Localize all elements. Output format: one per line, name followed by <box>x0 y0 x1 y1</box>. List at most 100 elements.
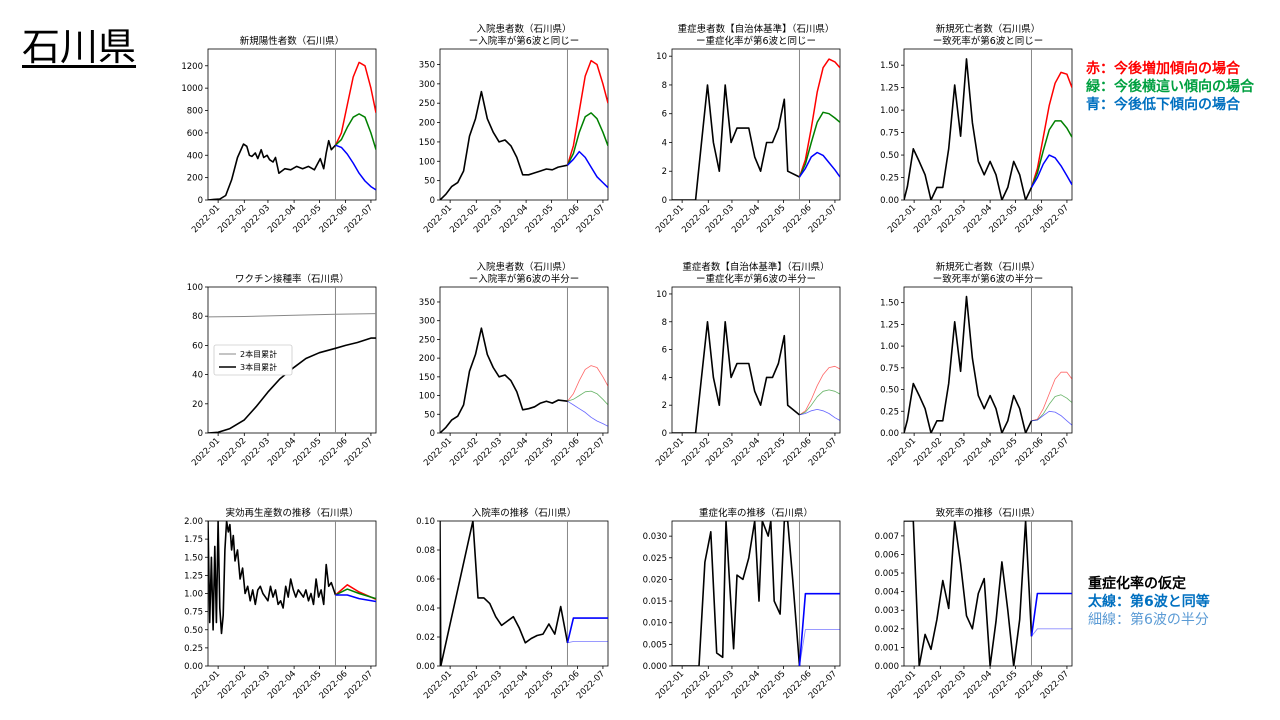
series-increase-line <box>566 59 608 166</box>
chart-panel-c8: 新規死亡者数（石川県）ー致死率が第6波の半分ー 0.00 0.25 0.50 0.75 1… <box>880 261 1073 468</box>
y-tick-label: 0.75 <box>184 608 203 618</box>
plot-area <box>904 58 1072 200</box>
series-flat-line <box>567 390 608 406</box>
series-flat-line <box>1030 120 1072 188</box>
chart-subtitle: ー入院率が第6波の半分ー <box>469 273 580 285</box>
y-tick-label: 1.50 <box>184 553 203 563</box>
plot-frame <box>439 48 609 201</box>
chart-title: 新規死亡者数（石川県） <box>936 261 1041 273</box>
y-tick-label: 0.75 <box>880 129 899 139</box>
y-tick-label: 0.00 <box>880 429 899 439</box>
series-half-of-6th-wave-line <box>567 640 608 644</box>
plot-area <box>208 521 376 635</box>
y-tick-label: 0.25 <box>880 407 899 417</box>
chart-title: 新規陽性者数（石川県） <box>240 35 345 47</box>
y-tick-label: 0.020 <box>643 575 667 585</box>
y-tick-label: 0.002 <box>875 625 899 635</box>
x-tick-label: 2022-07 <box>1039 436 1071 468</box>
y-tick-label: 1.50 <box>880 299 899 309</box>
plot-area <box>904 295 1072 433</box>
series-observed-line <box>904 295 1033 433</box>
y-tick-label: 0.000 <box>875 662 899 672</box>
y-tick-label: 0.003 <box>875 606 899 616</box>
y-tick-label: 150 <box>419 138 435 148</box>
y-tick-label: 0.50 <box>880 151 899 161</box>
y-tick-label: 0.06 <box>416 575 435 585</box>
y-tick-label: 0 <box>198 196 203 206</box>
series-same-as-6th-wave-line <box>1030 592 1072 637</box>
y-tick-label: 200 <box>187 174 203 184</box>
y-tick-label: 2 <box>662 167 667 177</box>
y-tick-label: 0.005 <box>875 569 899 579</box>
y-tick-label: 0.030 <box>643 532 667 542</box>
y-tick-label: 10 <box>656 52 667 62</box>
y-tick-label: 0 <box>430 429 435 439</box>
y-tick-label: 6 <box>662 110 667 120</box>
chart-panel-c12: 致死率の推移（石川県） 0.000 0.001 0.002 0.003 0.004 0.00… <box>875 507 1073 701</box>
plot-area <box>672 320 840 433</box>
y-tick-label: 0.00 <box>416 662 435 672</box>
x-tick-label: 2022-07 <box>807 669 839 701</box>
y-tick-label: 0 <box>430 196 435 206</box>
series-increase-line <box>1030 71 1072 188</box>
y-tick-label: 350 <box>419 298 435 308</box>
y-tick-label: 0.75 <box>880 364 899 374</box>
plot-area <box>904 521 1072 666</box>
y-tick-label: 0.006 <box>875 550 899 560</box>
plot-frame <box>439 286 609 434</box>
y-tick-label: 40 <box>192 371 203 381</box>
y-tick-label: 250 <box>419 99 435 109</box>
y-tick-label: 4 <box>662 138 667 148</box>
chart-subtitle: ー致死率が第6波の半分ー <box>933 273 1044 285</box>
chart-title: ワクチン接種率（石川県） <box>235 273 349 285</box>
plot-area <box>208 61 376 200</box>
y-tick-label: 350 <box>419 60 435 70</box>
chart-panel-c10: 入院率の推移（石川県） 0.00 0.02 0.04 0.06 0.08 0.10 2022-… <box>416 507 609 701</box>
plot-frame <box>671 48 841 201</box>
y-tick-label: 300 <box>419 317 435 327</box>
series-dose2-line <box>208 313 376 318</box>
y-tick-label: 100 <box>419 157 435 167</box>
y-tick-label: 8 <box>662 81 667 91</box>
series-increase-line <box>798 58 840 178</box>
x-tick-label: 2022-07 <box>807 203 839 235</box>
y-tick-label: 0.00 <box>880 196 899 206</box>
plot-area <box>208 313 376 433</box>
y-tick-label: 0.00 <box>184 662 203 672</box>
plot-frame <box>207 48 377 201</box>
chart-panel-c7: 重症者数【自治体基準】（石川県）ー重症化率が第6波の半分ー 0 2 4 6 8 10 2022… <box>654 261 841 468</box>
series-increase-line <box>567 365 608 402</box>
y-tick-label: 800 <box>187 107 203 117</box>
y-tick-label: 250 <box>419 335 435 345</box>
plot-area <box>440 59 608 200</box>
y-tick-label: 0.010 <box>643 619 667 629</box>
plot-area <box>672 521 840 666</box>
series-observed-line <box>440 521 569 666</box>
chart-subtitle: ー入院率が第6波と同じー <box>469 35 580 47</box>
y-tick-label: 1.25 <box>880 320 899 330</box>
y-tick-label: 0.004 <box>875 588 899 598</box>
series-flat-line <box>566 112 608 166</box>
scenario-legend-green: 緑：今後横這い傾向の場合 <box>1086 79 1254 95</box>
plot-area <box>440 521 608 666</box>
series-flat-line <box>798 111 840 178</box>
assumption-legend: 重症化率の仮定 太線：第6波と同等 細線：第6波の半分 <box>1088 575 1210 629</box>
chart-title: 重症者数【自治体基準】（石川県） <box>682 261 829 273</box>
assumption-legend-thin: 細線：第6波の半分 <box>1088 612 1209 628</box>
series-observed-line <box>208 139 337 200</box>
series-decrease-line <box>1031 410 1072 426</box>
y-tick-label: 0.005 <box>643 640 667 650</box>
x-tick-label: 2022-07 <box>575 436 607 468</box>
series-decrease-line <box>335 594 376 603</box>
series-flat-line <box>334 113 376 150</box>
y-tick-label: 100 <box>187 283 203 293</box>
series-dose3-line <box>208 337 376 433</box>
y-tick-label: 0.50 <box>880 386 899 396</box>
y-tick-label: 0.02 <box>416 633 435 643</box>
y-tick-label: 2.00 <box>184 517 203 527</box>
series-observed-line <box>440 327 568 433</box>
x-tick-label: 2022-07 <box>1039 669 1071 701</box>
y-tick-label: 0.25 <box>184 644 203 654</box>
y-tick-label: 0.08 <box>416 546 435 556</box>
legend-dose3-label: 3本目累計 <box>240 362 277 372</box>
